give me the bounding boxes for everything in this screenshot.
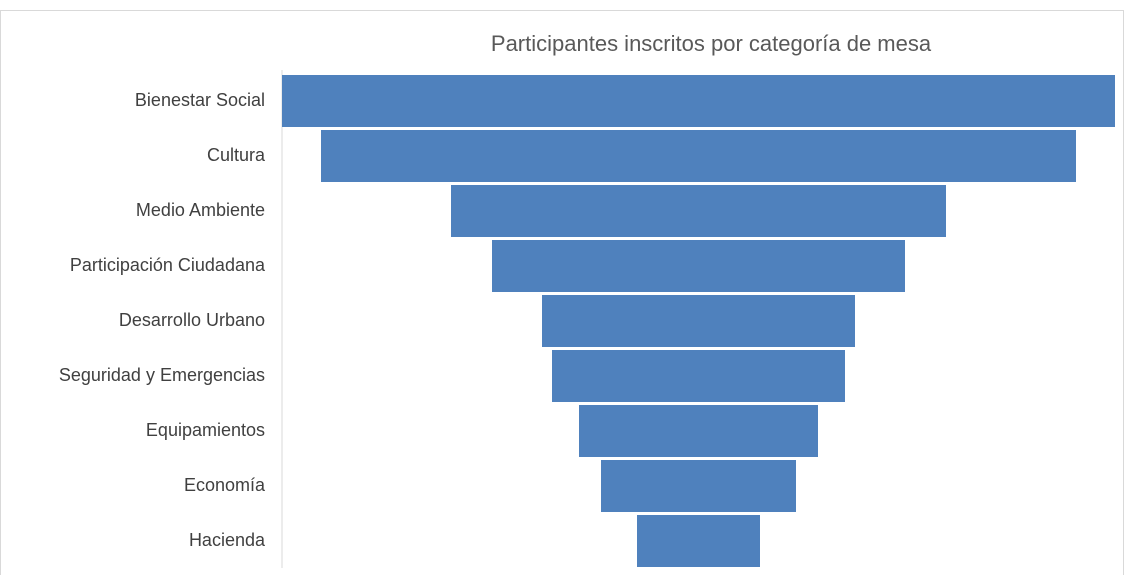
funnel-bar	[282, 75, 1115, 127]
funnel-bar	[321, 130, 1076, 182]
chart-title: Participantes inscritos por categoría de…	[491, 31, 932, 56]
category-label: Hacienda	[189, 530, 266, 550]
category-label: Seguridad y Emergencias	[59, 365, 265, 385]
funnel-bar	[637, 515, 760, 567]
funnel-bar	[451, 185, 946, 237]
category-label: Cultura	[207, 145, 266, 165]
category-label: Medio Ambiente	[136, 200, 265, 220]
category-label: Participación Ciudadana	[70, 255, 266, 275]
category-label: Economía	[184, 475, 266, 495]
funnel-bar	[542, 295, 855, 347]
funnel-bar	[601, 460, 796, 512]
funnel-bar	[579, 405, 818, 457]
category-label: Equipamientos	[146, 420, 265, 440]
category-label: Desarrollo Urbano	[119, 310, 265, 330]
funnel-bar	[492, 240, 905, 292]
funnel-bar	[552, 350, 845, 402]
category-label: Bienestar Social	[135, 90, 265, 110]
